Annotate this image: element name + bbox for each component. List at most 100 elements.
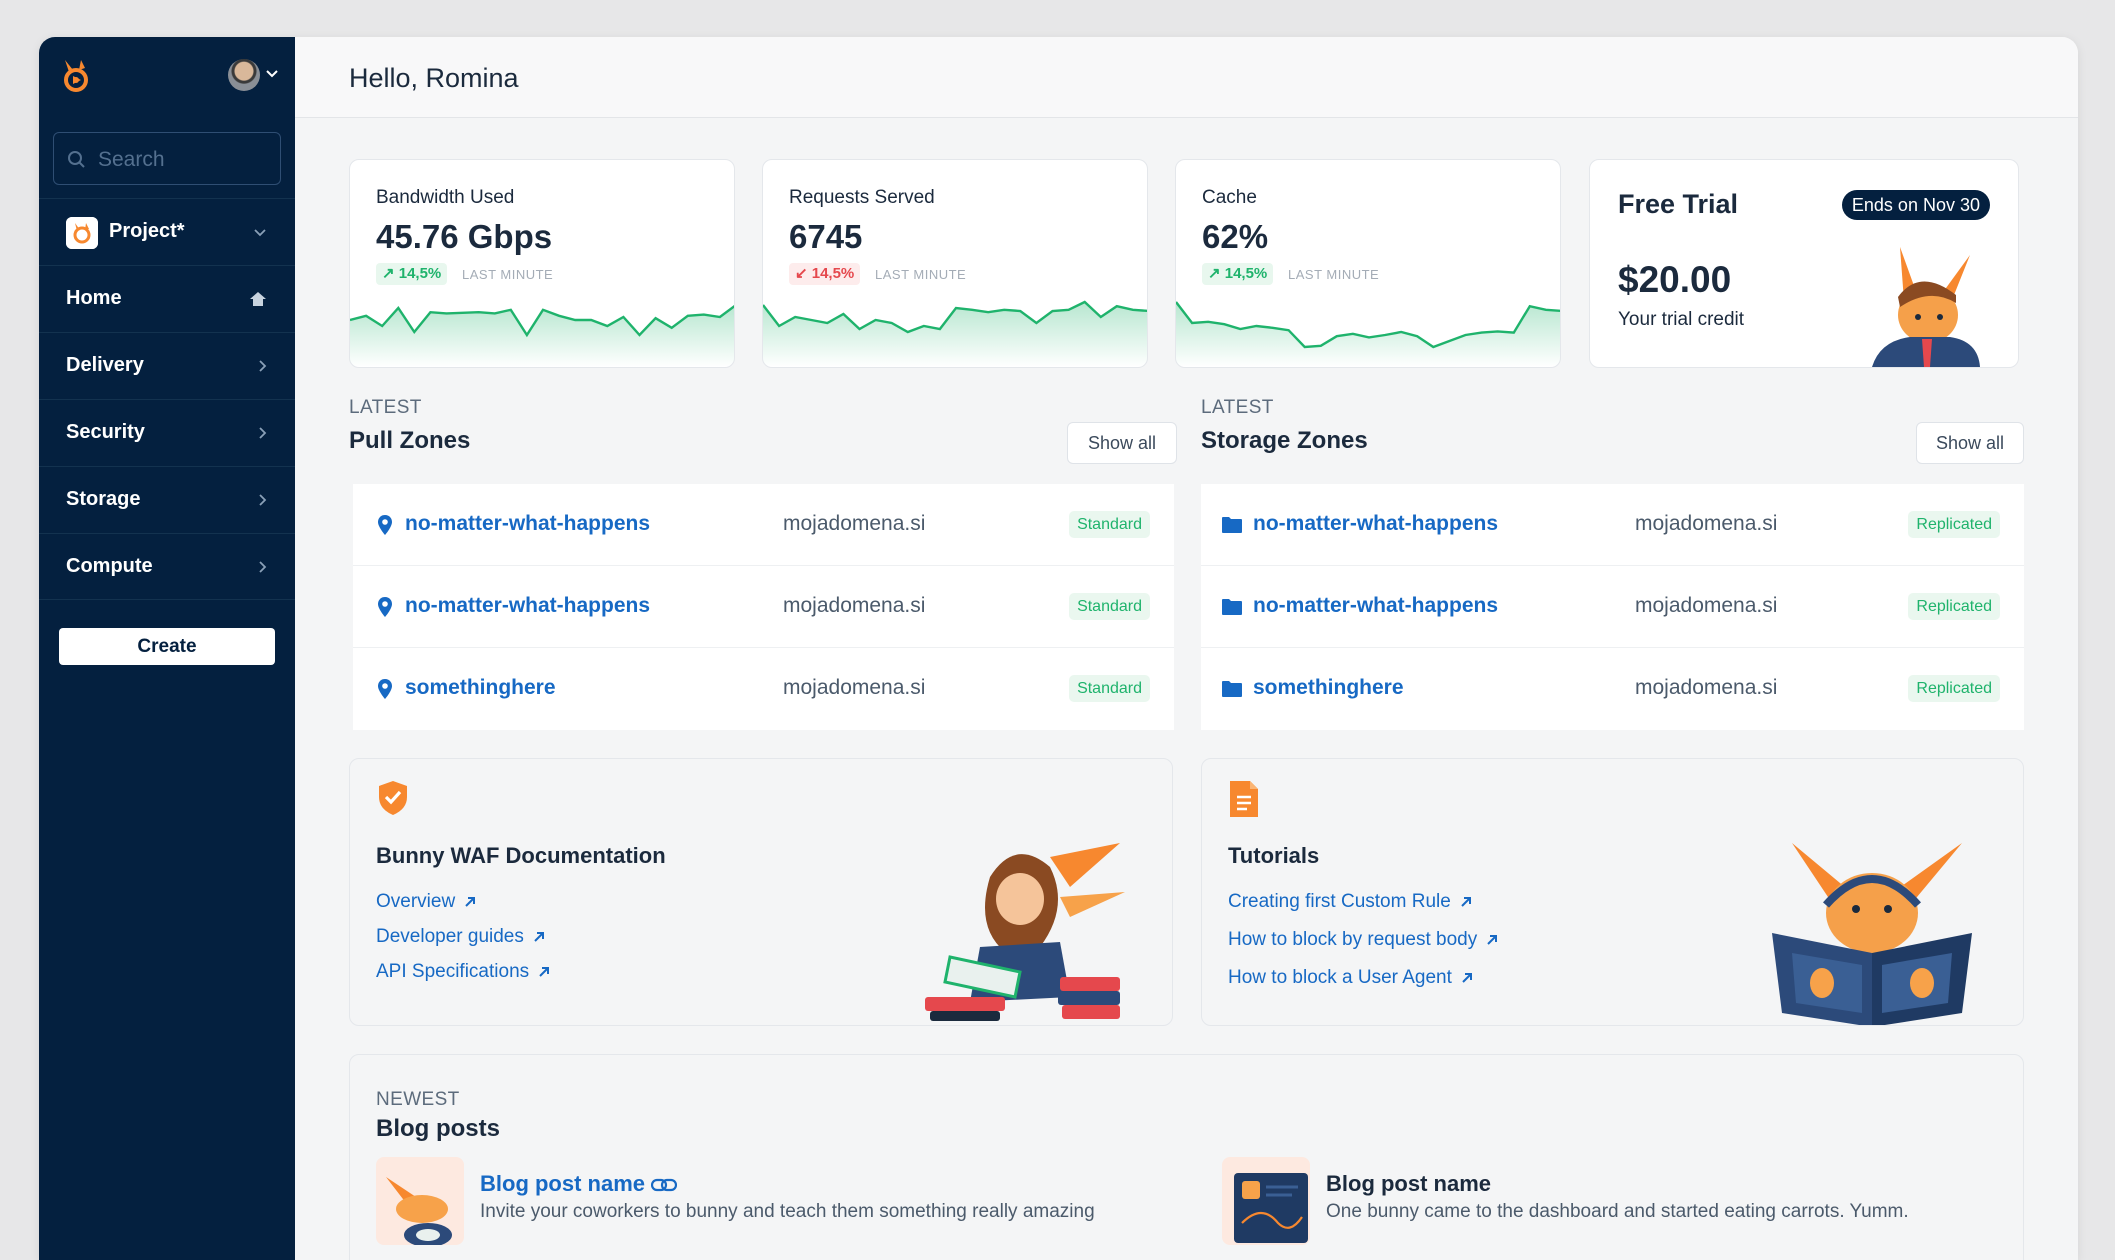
developer-guides-link[interactable]: Developer guides — [376, 926, 546, 948]
zone-name-link[interactable]: somethinghere — [1253, 676, 1404, 699]
waf-documentation-card: Bunny WAF Documentation Overview Develop… — [349, 758, 1173, 1026]
zone-name-link[interactable]: no-matter-what-happens — [1253, 512, 1499, 535]
top-bar: Hello, Romina — [295, 37, 2078, 118]
api-specifications-link[interactable]: API Specifications — [376, 961, 551, 983]
storage-zones-show-all-button[interactable]: Show all — [1916, 422, 2024, 464]
storage-zones-title: Storage Zones — [1201, 427, 1368, 454]
zone-name-link[interactable]: no-matter-what-happens — [1253, 594, 1499, 617]
sidebar-item-label: Delivery — [66, 354, 144, 376]
overview-link[interactable]: Overview — [376, 891, 477, 913]
sparkline-chart — [1176, 301, 1560, 367]
link-label: How to block by request body — [1228, 929, 1478, 950]
location-pin-icon — [378, 597, 392, 617]
table-row[interactable]: no-matter-what-happens mojadomena.si Sta… — [353, 484, 1174, 566]
zone-domain: mojadomena.si — [783, 676, 926, 699]
blog-post-description: One bunny came to the dashboard and star… — [1326, 1201, 1909, 1222]
chevron-right-icon — [259, 360, 267, 372]
table-row[interactable]: no-matter-what-happens mojadomena.si Rep… — [1201, 566, 2024, 648]
blog-post-item[interactable]: Blog post name Invite your coworkers to … — [376, 1157, 1176, 1247]
status-badge: Replicated — [1908, 675, 2000, 702]
storage-zones-eyebrow: LATEST — [1201, 397, 1274, 418]
table-row[interactable]: somethinghere mojadomena.si Replicated — [1201, 648, 2024, 730]
free-trial-card[interactable]: Free Trial Ends on Nov 30 $20.00 Your tr… — [1589, 159, 2019, 368]
sparkline-area — [763, 302, 1147, 367]
chevron-right-icon — [259, 427, 267, 439]
tutorial-user-agent-link[interactable]: How to block a User Agent — [1228, 967, 1474, 989]
zone-domain: mojadomena.si — [1635, 512, 1778, 535]
external-link-icon — [465, 896, 476, 907]
trial-title: Free Trial — [1618, 189, 1739, 219]
project-logo-icon — [66, 217, 98, 249]
blog-posts-section: NEWEST Blog posts Blog post name Invite … — [349, 1054, 2024, 1260]
chevron-down-icon — [254, 229, 266, 237]
chevron-right-icon — [259, 561, 267, 573]
bunny-logo-icon[interactable] — [59, 58, 93, 94]
sidebar-item-security[interactable]: Security — [39, 399, 295, 466]
sidebar-item-home[interactable]: Home — [39, 265, 295, 332]
reading-girl-illustration — [925, 843, 1125, 1021]
chevron-down-icon[interactable] — [265, 69, 279, 79]
stat-card-cache[interactable]: Cache 62% ↗ 14,5% LAST MINUTE — [1175, 159, 1561, 368]
tutorials-card: Tutorials Creating first Custom Rule How… — [1201, 758, 2024, 1026]
stat-card-requests[interactable]: Requests Served 6745 ↙ 14,5% LAST MINUTE — [762, 159, 1148, 368]
link-label: API Specifications — [376, 961, 530, 982]
avatar[interactable] — [228, 59, 260, 91]
table-row[interactable]: somethinghere mojadomena.si Standard — [353, 648, 1174, 730]
pull-zones-title: Pull Zones — [349, 427, 471, 454]
link-label: Developer guides — [376, 926, 524, 947]
stat-period: LAST MINUTE — [1288, 267, 1380, 282]
blog-post-item[interactable]: Blog post name One bunny came to the das… — [1222, 1157, 2002, 1247]
create-button[interactable]: Create — [59, 628, 275, 665]
tutorial-custom-rule-link[interactable]: Creating first Custom Rule — [1228, 891, 1473, 913]
stat-title: Cache — [1202, 187, 1257, 208]
sidebar-header — [39, 37, 295, 117]
folder-icon — [1222, 599, 1242, 615]
stat-title: Requests Served — [789, 187, 935, 208]
zone-domain: mojadomena.si — [783, 594, 926, 617]
status-badge: Replicated — [1908, 593, 2000, 620]
table-row[interactable]: no-matter-what-happens mojadomena.si Sta… — [353, 566, 1174, 648]
sparkline-area — [350, 306, 734, 367]
sidebar: Search Project* Home Delivery Security S… — [39, 37, 295, 1260]
zone-domain: mojadomena.si — [1635, 594, 1778, 617]
stat-change-badge: ↙ 14,5% — [789, 263, 861, 285]
status-badge: Standard — [1069, 511, 1150, 538]
search-input[interactable]: Search — [53, 132, 281, 185]
zone-name-link[interactable]: no-matter-what-happens — [405, 594, 651, 617]
status-badge: Replicated — [1908, 511, 2000, 538]
sidebar-item-label: Home — [66, 287, 122, 309]
pull-zones-list: no-matter-what-happens mojadomena.si Sta… — [353, 484, 1174, 730]
table-row[interactable]: no-matter-what-happens mojadomena.si Rep… — [1201, 484, 2024, 566]
stat-value: 45.76 Gbps — [376, 218, 553, 255]
status-badge: Standard — [1069, 593, 1150, 620]
blog-post-title-link[interactable]: Blog post name — [480, 1171, 678, 1197]
trial-amount: $20.00 — [1618, 259, 1732, 300]
zone-name-link[interactable]: somethinghere — [405, 676, 556, 699]
stat-period: LAST MINUTE — [875, 267, 967, 282]
sidebar-item-label: Compute — [66, 555, 153, 577]
trial-subtitle: Your trial credit — [1618, 309, 1745, 330]
tutorial-request-body-link[interactable]: How to block by request body — [1228, 929, 1499, 951]
pull-zones-show-all-button[interactable]: Show all — [1067, 422, 1177, 464]
sidebar-item-label: Storage — [66, 488, 141, 510]
sparkline-chart — [350, 304, 734, 367]
sidebar-item-delivery[interactable]: Delivery — [39, 332, 295, 399]
stat-change-badge: ↗ 14,5% — [376, 263, 448, 285]
sidebar-item-compute[interactable]: Compute — [39, 533, 295, 600]
stat-card-bandwidth[interactable]: Bandwidth Used 45.76 Gbps ↗ 14,5% LAST M… — [349, 159, 735, 368]
pull-zones-eyebrow: LATEST — [349, 397, 422, 418]
zone-name-link[interactable]: no-matter-what-happens — [405, 512, 651, 535]
blog-title: Blog posts — [376, 1115, 500, 1142]
blog-eyebrow: NEWEST — [376, 1089, 460, 1110]
external-link-icon — [1462, 972, 1472, 983]
project-selector[interactable]: Project* — [39, 198, 295, 265]
sparkline-line — [350, 304, 734, 338]
bunny-book-illustration — [1772, 843, 1972, 1025]
sidebar-item-storage[interactable]: Storage — [39, 466, 295, 533]
sparkline-area — [1176, 302, 1560, 367]
link-label: How to block a User Agent — [1228, 967, 1452, 988]
folder-icon — [1222, 681, 1242, 697]
location-pin-icon — [378, 515, 392, 535]
blog-post-title[interactable]: Blog post name — [1326, 1171, 1492, 1196]
blog-post-thumbnail — [1222, 1157, 1310, 1245]
